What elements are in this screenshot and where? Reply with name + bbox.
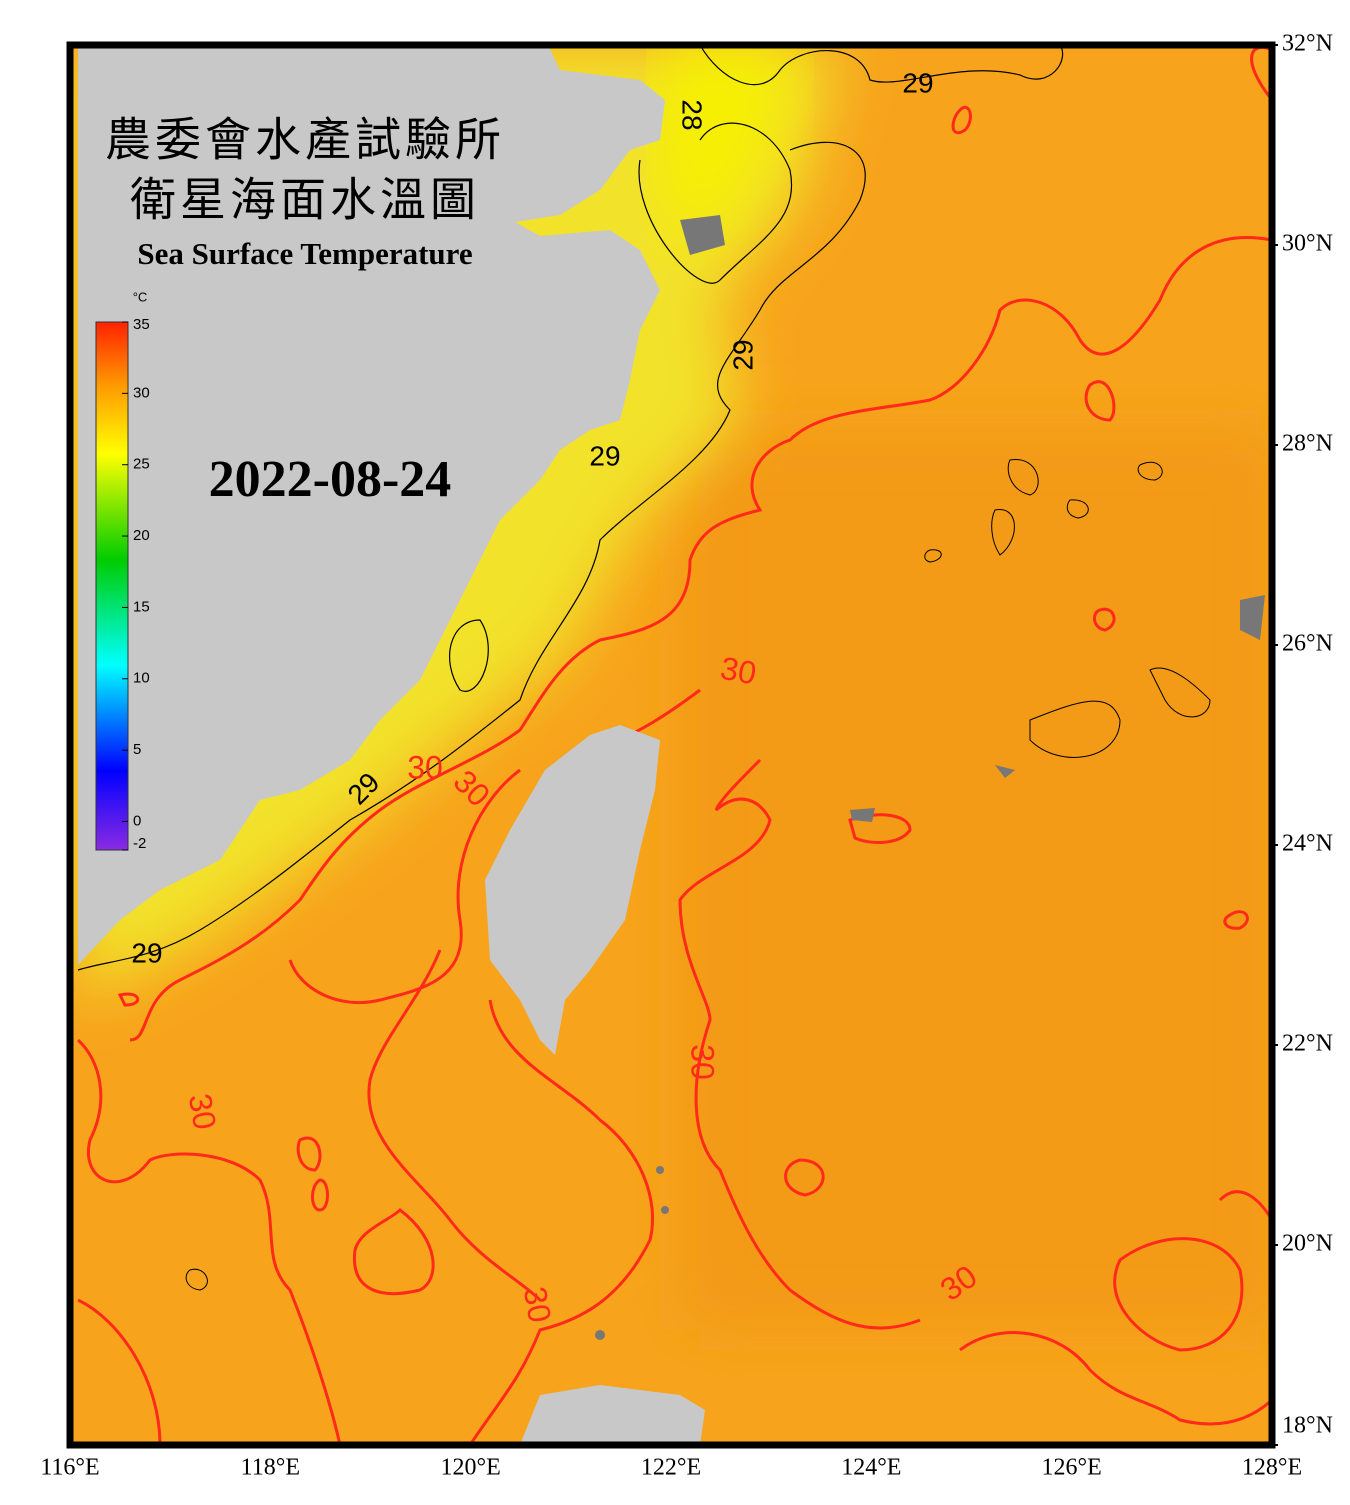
y-tick-label: 18°N	[1282, 1413, 1333, 1439]
colorbar-unit: °C	[133, 289, 148, 304]
contour-label: 29	[902, 67, 933, 98]
cool-core	[660, 45, 800, 250]
luzon	[520, 1385, 705, 1445]
y-tick-label: 32°N	[1282, 31, 1333, 57]
colorbar-tick-label: 20	[133, 527, 150, 544]
x-tick-label: 126°E	[1042, 1455, 1102, 1481]
y-tick-label: 22°N	[1282, 1031, 1333, 1057]
colorbar-tick-label: 0	[133, 812, 141, 829]
x-tick-label: 128°E	[1242, 1455, 1302, 1481]
y-tick-label: 20°N	[1282, 1231, 1333, 1257]
taiwan	[485, 725, 660, 1055]
y-tick-label: 30°N	[1282, 231, 1333, 257]
y-tick-label: 26°N	[1282, 631, 1333, 657]
x-tick-label: 124°E	[841, 1455, 901, 1481]
x-tick-label: 116°E	[40, 1455, 99, 1481]
contour-label: 29	[589, 440, 620, 471]
date: 2022-08-24	[209, 451, 452, 508]
x-tick-label: 122°E	[641, 1455, 701, 1481]
colorbar-tick-label: -2	[133, 835, 146, 852]
x-tick-label: 120°E	[441, 1455, 501, 1481]
y-tick-label: 24°N	[1282, 831, 1333, 857]
frame	[66, 41, 1276, 1449]
china-coast	[78, 45, 665, 965]
colorbar-ticks: 35 30 25 20 15 10 5 0 -2	[122, 316, 150, 852]
warm-water	[680, 430, 1272, 1330]
contour-label: 30	[407, 749, 443, 785]
colorbar-tick-label: 15	[133, 598, 150, 615]
x-tick-label: 118°E	[241, 1455, 300, 1481]
colorbar-tick-label: 10	[133, 670, 150, 687]
contour-label: 30	[685, 1044, 721, 1080]
colorbar-tick-label: 5	[133, 741, 141, 758]
colorbar-tick-label: 30	[133, 384, 150, 401]
contour-label: 30	[718, 650, 759, 692]
contour-label: 29	[727, 339, 758, 370]
contour-29	[77, 45, 1064, 971]
axes: 116°E 118°E 120°E 122°E 124°E 126°E 128°E 32°N 3…	[40, 31, 1333, 1481]
contour-label: 30	[182, 1091, 224, 1132]
contour-31	[185, 459, 1211, 1291]
title-en: Sea Surface Temperature	[137, 236, 472, 271]
title-zh-2: 衛星海面水溫圖	[130, 175, 480, 226]
contour-label: 28	[677, 99, 708, 130]
title-zh-1: 農委會水產試驗所	[105, 115, 505, 166]
contour-label: 30	[517, 1284, 559, 1325]
y-tick-label: 28°N	[1282, 431, 1333, 457]
colorbar-tick-label: 35	[133, 316, 150, 333]
colorbar	[95, 321, 129, 851]
colorbar-tick-label: 25	[133, 456, 150, 473]
contour-label: 29	[131, 937, 162, 968]
islands	[595, 215, 1265, 1340]
